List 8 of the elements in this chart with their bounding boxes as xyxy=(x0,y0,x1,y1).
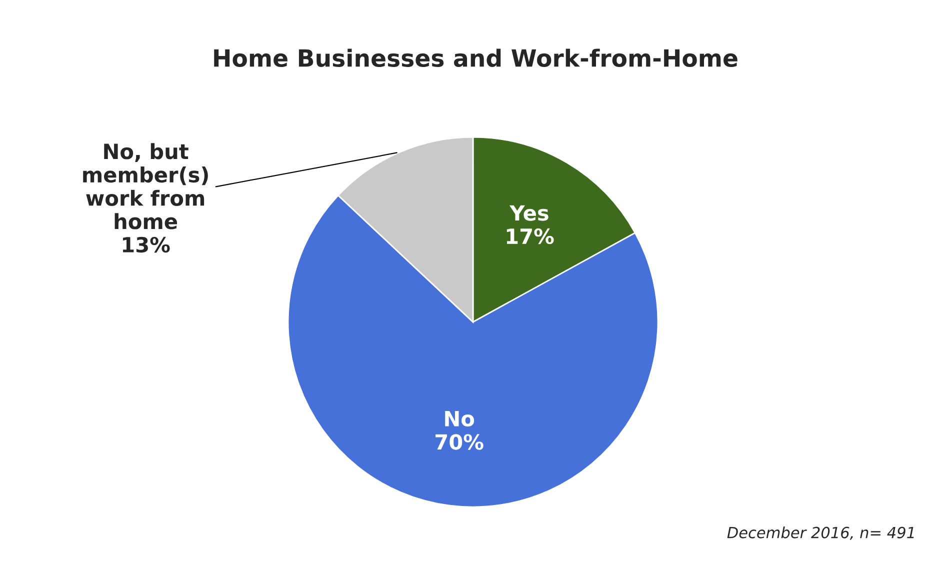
data-label: 13% xyxy=(122,236,170,253)
data-label: 70% xyxy=(436,434,484,450)
slice-label: No xyxy=(445,411,474,427)
text: December 2016, n= 491 xyxy=(727,526,914,540)
slice-label: No, but member(s) work from home xyxy=(83,143,208,230)
slice-label: Yes xyxy=(509,205,548,221)
data-label: 17% xyxy=(506,228,554,244)
chart-title: Home Businesses and Work-from-Home xyxy=(214,48,738,67)
